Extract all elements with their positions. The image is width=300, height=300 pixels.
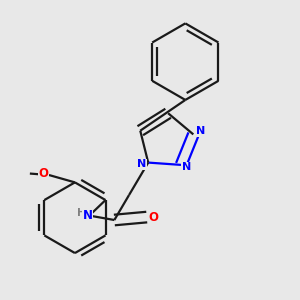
Text: O: O <box>148 211 158 224</box>
Text: N: N <box>83 208 93 221</box>
Text: H: H <box>77 208 85 218</box>
Text: N: N <box>196 127 205 136</box>
Text: N: N <box>137 159 146 169</box>
Text: N: N <box>182 162 191 172</box>
Text: O: O <box>39 167 49 180</box>
